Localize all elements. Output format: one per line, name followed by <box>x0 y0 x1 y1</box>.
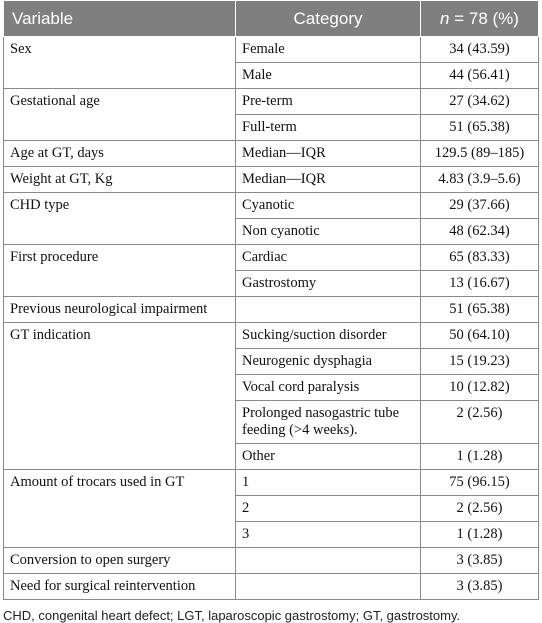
table-row: Male 44 (56.41) <box>4 62 539 89</box>
value-cell: 51 (65.38) <box>420 114 539 141</box>
category-cell: Cardiac <box>235 244 421 271</box>
variable-cell: Sex <box>3 36 236 89</box>
category-cell: Male <box>235 62 421 89</box>
value-cell: 10 (12.82) <box>420 374 539 401</box>
variable-cell: Gestational age <box>3 88 236 141</box>
variable-cell: First procedure <box>3 244 236 297</box>
category-cell: Prolonged nasogastric tube feeding (>4 w… <box>235 400 421 444</box>
value-cell: 34 (43.59) <box>420 36 539 63</box>
category-cell <box>235 573 421 600</box>
category-cell: 3 <box>235 521 421 548</box>
category-cell: Median—IQR <box>235 166 421 193</box>
category-cell: Non cyanotic <box>235 218 421 245</box>
value-cell: 29 (37.66) <box>420 192 539 219</box>
table-body: Sex Female 34 (43.59) Male 44 (56.41) Gestati… <box>3 36 539 600</box>
table-row: First procedure Cardiac 65 (83.33) <box>3 244 539 297</box>
category-cell: Cyanotic <box>235 192 421 219</box>
category-cell: Sucking/suction disorder <box>235 322 421 349</box>
table-row: Sex Female 34 (43.59) <box>3 36 539 89</box>
header-n-rest: = 78 (%) <box>449 8 519 28</box>
value-cell: 1 (1.28) <box>420 443 539 470</box>
value-cell: 75 (96.15) <box>420 469 539 496</box>
table-row: Gastrostomy 13 (16.67) <box>4 270 539 297</box>
variable-cell: Previous neurological impairment <box>3 296 236 323</box>
header-n-italic: n <box>440 8 450 28</box>
table-row: Other 1 (1.28) <box>4 443 539 470</box>
table-row: Neurogenic dysphagia 15 (19.23) <box>4 348 539 375</box>
category-cell: Other <box>235 443 421 470</box>
category-cell: 2 <box>235 495 421 522</box>
table-row: Vocal cord paralysis 10 (12.82) <box>4 374 539 401</box>
table-row: CHD type Cyanotic 29 (37.66) <box>3 192 539 245</box>
variable-cell: Amount of trocars used in GT <box>3 469 236 548</box>
value-cell: 129.5 (89–185) <box>420 140 539 167</box>
value-cell: 50 (64.10) <box>420 322 539 349</box>
table-row: Non cyanotic 48 (62.34) <box>4 218 539 245</box>
category-cell: 1 <box>235 469 421 496</box>
category-cell <box>235 296 421 323</box>
value-cell: 1 (1.28) <box>420 521 539 548</box>
header-n: n = 78 (%) <box>420 0 539 37</box>
category-cell: Median—IQR <box>235 140 421 167</box>
table-row: Amount of trocars used in GT 1 75 (96.15) <box>3 469 539 548</box>
table-row: Need for surgical reintervention 3 (3.85) <box>3 573 539 600</box>
variable-cell: Weight at GT, Kg <box>3 166 236 193</box>
header-row: Variable Category n = 78 (%) <box>3 0 539 37</box>
value-cell: 3 (3.85) <box>420 573 539 600</box>
value-cell: 3 (3.85) <box>420 547 539 574</box>
variable-cell: GT indication <box>3 322 236 470</box>
category-cell <box>235 547 421 574</box>
category-cell: Full-term <box>235 114 421 141</box>
table-row: Gestational age Pre-term 27 (34.62) <box>3 88 539 141</box>
variable-cell: CHD type <box>3 192 236 245</box>
value-cell: 48 (62.34) <box>420 218 539 245</box>
value-cell: 2 (2.56) <box>420 495 539 522</box>
category-cell: Pre-term <box>235 88 421 115</box>
data-table: Variable Category n = 78 (%) Sex Female 34… <box>3 0 539 600</box>
table-row: Full-term 51 (65.38) <box>4 114 539 141</box>
value-cell: 27 (34.62) <box>420 88 539 115</box>
variable-cell: Age at GT, days <box>3 140 236 167</box>
value-cell: 2 (2.56) <box>420 400 539 444</box>
category-cell: Vocal cord paralysis <box>235 374 421 401</box>
variable-cell: Conversion to open surgery <box>3 547 236 574</box>
table-row: GT indication Sucking/suction disorder 50 … <box>3 322 539 470</box>
category-cell: Neurogenic dysphagia <box>235 348 421 375</box>
table-row: Conversion to open surgery 3 (3.85) <box>3 547 539 574</box>
table-row: Prolonged nasogastric tube feeding (>4 w… <box>4 400 539 444</box>
value-cell: 65 (83.33) <box>420 244 539 271</box>
category-cell: Gastrostomy <box>235 270 421 297</box>
value-cell: 4.83 (3.9–5.6) <box>420 166 539 193</box>
value-cell: 51 (65.38) <box>420 296 539 323</box>
value-cell: 13 (16.67) <box>420 270 539 297</box>
value-cell: 15 (19.23) <box>420 348 539 375</box>
table-row: Previous neurological impairment 51 (65.3… <box>3 296 539 323</box>
header-variable: Variable <box>3 0 236 37</box>
footnote: CHD, congenital heart defect; LGT, lapar… <box>3 608 461 623</box>
table-row: Age at GT, days Median—IQR 129.5 (89–185) <box>3 140 539 167</box>
category-cell: Female <box>235 36 421 63</box>
variable-cell: Need for surgical reintervention <box>3 573 236 600</box>
header-category: Category <box>235 0 421 37</box>
value-cell: 44 (56.41) <box>420 62 539 89</box>
table-row: Weight at GT, Kg Median—IQR 4.83 (3.9–5.6) <box>3 166 539 193</box>
